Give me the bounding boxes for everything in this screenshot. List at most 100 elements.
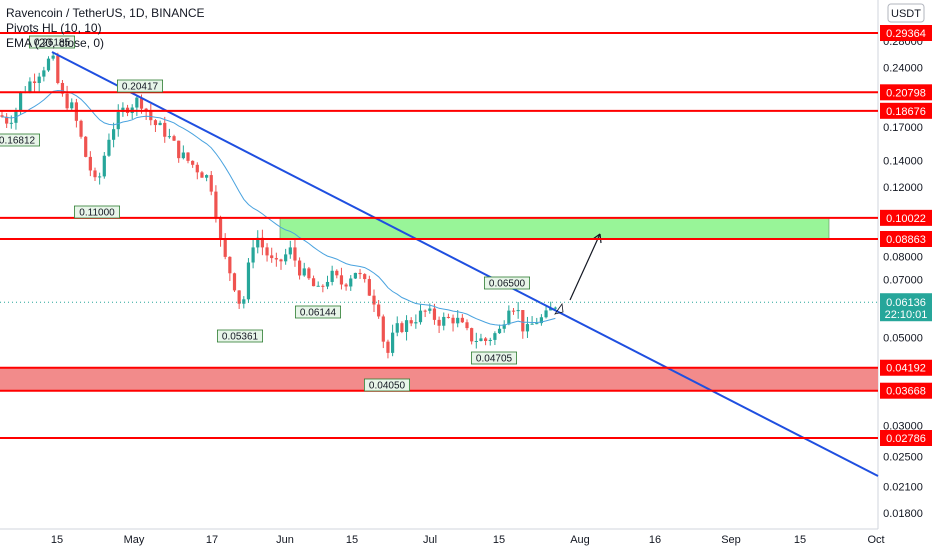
candle[interactable] [246,262,251,300]
candle[interactable] [293,247,297,261]
candle[interactable] [298,260,302,276]
candle[interactable] [265,247,269,256]
candle[interactable] [395,323,399,333]
candle[interactable] [493,333,497,340]
candle[interactable] [274,258,278,260]
candle[interactable] [93,170,97,178]
candle[interactable] [205,175,209,178]
candle[interactable] [79,120,83,137]
downtrend-line[interactable] [51,51,879,477]
candle[interactable] [544,310,548,318]
candle[interactable] [256,237,260,248]
candle[interactable] [349,278,353,287]
candle[interactable] [116,112,120,130]
candle[interactable] [195,164,199,173]
candle[interactable] [391,332,395,353]
candle[interactable] [65,93,69,109]
candle[interactable] [112,129,116,140]
candle[interactable] [530,323,534,325]
candle[interactable] [330,270,334,282]
candle[interactable] [302,268,306,276]
candle[interactable] [339,275,344,285]
candle[interactable] [163,122,167,137]
candle[interactable] [237,290,241,304]
candle[interactable] [525,324,530,332]
candle[interactable] [353,272,357,279]
candle[interactable] [358,272,362,275]
candle[interactable] [325,281,330,287]
candle[interactable] [428,308,432,311]
candle[interactable] [521,310,525,332]
candle[interactable] [288,247,292,255]
candle[interactable] [232,273,237,291]
candle[interactable] [200,172,204,178]
candle[interactable] [479,338,483,342]
resistance-zone[interactable] [279,217,830,240]
candle[interactable] [386,341,390,353]
candle[interactable] [502,324,506,329]
candle[interactable] [474,341,478,343]
candle[interactable] [432,308,437,320]
plot-area[interactable] [0,0,878,529]
candle[interactable] [177,140,181,159]
candle[interactable] [135,97,139,108]
ema-line[interactable] [1,89,556,326]
candle[interactable] [209,175,213,192]
candle[interactable] [51,55,55,59]
candle[interactable] [153,120,158,126]
candle[interactable] [181,152,185,159]
projection-arrow[interactable] [569,233,601,301]
candle[interactable] [465,322,469,329]
candle[interactable] [260,237,264,248]
candle[interactable] [37,76,41,84]
candle[interactable] [19,91,23,111]
candle[interactable] [404,320,409,332]
candle[interactable] [311,278,316,287]
candle[interactable] [372,295,376,305]
triangle-pattern[interactable] [554,302,564,315]
candle[interactable] [46,58,51,71]
candle[interactable] [497,328,502,334]
candle[interactable] [251,247,255,263]
candle[interactable] [553,307,557,309]
candle[interactable] [9,122,13,124]
symbol-title[interactable]: Ravencoin / TetherUS, 1D, BINANCE [6,6,205,20]
candle[interactable] [242,299,246,304]
candle[interactable] [423,310,427,312]
ema-indicator-label[interactable]: EMA (20, close, 0) [6,36,105,50]
candle[interactable] [88,156,92,171]
candle[interactable] [456,317,460,324]
support-zone[interactable] [0,367,878,391]
currency-button[interactable]: USDT [887,3,925,23]
candle[interactable] [409,320,413,324]
candle[interactable] [32,81,37,84]
candle[interactable] [139,97,144,109]
candle[interactable] [507,310,511,325]
candle[interactable] [228,256,232,274]
candle[interactable] [186,152,190,161]
candle[interactable] [307,268,311,279]
candle[interactable] [316,285,320,287]
candle[interactable] [56,55,60,83]
candle[interactable] [102,155,106,177]
candle[interactable] [400,323,404,332]
candle[interactable] [214,191,218,219]
candle[interactable] [484,338,488,341]
candle[interactable] [414,322,418,324]
candle[interactable] [539,317,543,324]
candle[interactable] [446,316,450,318]
candle[interactable] [107,139,111,156]
candle[interactable] [270,255,274,259]
candle[interactable] [28,81,32,92]
candle[interactable] [70,102,74,109]
candle[interactable] [437,319,441,326]
pivots-indicator-label[interactable]: Pivots HL (10, 10) [6,21,102,35]
candle[interactable] [191,160,195,165]
candle[interactable] [14,110,18,123]
candle[interactable] [442,316,446,326]
candle[interactable] [42,70,46,77]
candle[interactable] [344,284,348,287]
candle[interactable] [363,274,367,280]
candle[interactable] [381,316,385,342]
